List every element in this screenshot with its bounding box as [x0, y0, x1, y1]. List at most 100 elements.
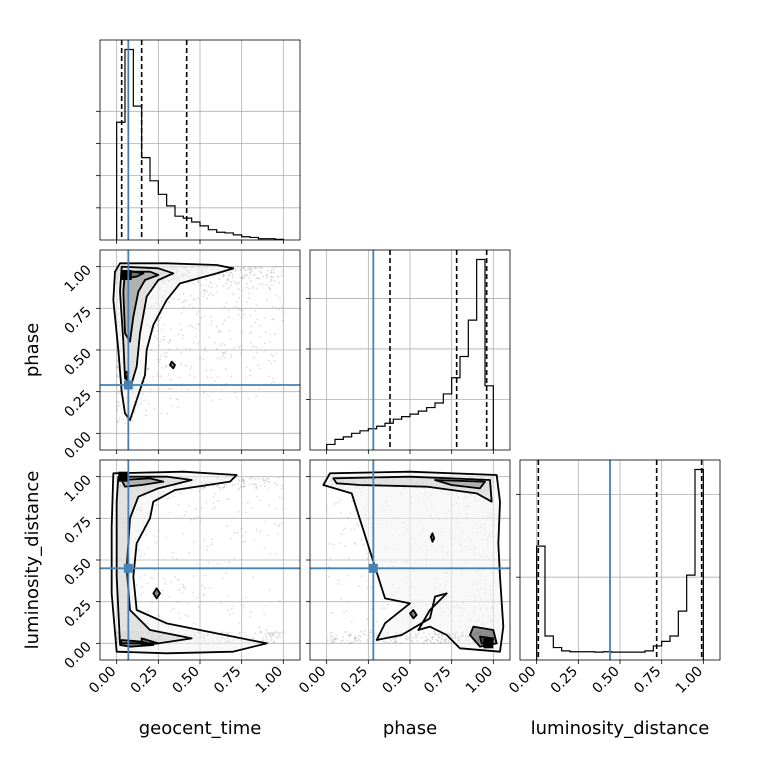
sample-point — [222, 275, 225, 277]
sample-point — [176, 578, 179, 581]
sample-point — [194, 298, 196, 300]
sample-point — [140, 402, 143, 405]
sample-point — [168, 596, 170, 598]
sample-point — [227, 279, 229, 281]
sample-point — [159, 340, 161, 343]
sample-point — [349, 642, 352, 645]
sample-point — [230, 608, 233, 611]
sample-point — [259, 530, 262, 533]
sample-point — [334, 638, 337, 641]
sample-point — [237, 288, 240, 291]
sample-point — [330, 635, 333, 638]
sample-point — [136, 584, 138, 586]
density-peak — [121, 270, 132, 280]
sample-point — [355, 639, 358, 642]
sample-point — [169, 378, 172, 381]
sample-point — [337, 501, 339, 504]
sample-point — [266, 477, 268, 480]
x-tick-label: 0.00 — [506, 664, 539, 697]
sample-point — [266, 299, 268, 301]
sample-point — [360, 539, 363, 541]
sample-point — [225, 631, 228, 634]
sample-point — [206, 376, 209, 379]
sample-point — [170, 405, 173, 408]
sample-point — [230, 537, 232, 540]
x-tick-label: 1.00 — [673, 664, 706, 697]
sample-point — [238, 632, 240, 635]
sample-point — [158, 344, 161, 347]
sample-point — [171, 556, 174, 559]
sample-point — [203, 314, 206, 317]
sample-point — [275, 293, 278, 296]
sample-point — [244, 483, 246, 486]
sample-point — [237, 488, 240, 491]
sample-point — [250, 611, 252, 614]
sample-point — [234, 391, 237, 394]
sample-point — [384, 641, 387, 644]
sample-point — [333, 638, 336, 641]
sample-point — [198, 490, 201, 493]
sample-point — [255, 528, 258, 531]
sample-point — [268, 481, 270, 484]
sample-point — [265, 628, 268, 631]
sample-point — [263, 479, 266, 482]
sample-point — [198, 516, 201, 518]
sample-point — [441, 634, 443, 637]
sample-point — [160, 328, 163, 331]
sample-point — [197, 279, 199, 282]
sample-point — [225, 301, 228, 304]
sample-point — [157, 530, 160, 532]
sample-point — [222, 275, 224, 277]
sample-point — [274, 265, 277, 268]
sample-point — [422, 631, 425, 634]
sample-point — [212, 294, 215, 297]
sample-point — [165, 537, 168, 539]
sample-point — [168, 387, 170, 390]
sample-point — [252, 274, 255, 277]
sample-point — [211, 399, 214, 402]
sample-point — [259, 631, 262, 634]
sample-point — [157, 375, 160, 378]
sample-point — [155, 541, 158, 544]
sample-point — [259, 630, 262, 633]
contour-line — [479, 635, 495, 646]
sample-point — [275, 352, 278, 355]
sample-point — [365, 552, 368, 555]
sample-point — [280, 522, 283, 525]
sample-point — [341, 529, 344, 532]
sample-point — [215, 485, 218, 488]
sample-point — [268, 286, 271, 289]
sample-point — [438, 636, 441, 638]
sample-point — [260, 271, 263, 274]
sample-point — [253, 267, 256, 270]
sample-point — [226, 632, 229, 635]
sample-point — [277, 476, 280, 479]
sample-point — [242, 480, 245, 483]
sample-point — [154, 335, 156, 338]
sample-point — [276, 483, 279, 486]
sample-point — [222, 486, 225, 489]
sample-point — [411, 641, 414, 644]
sample-point — [138, 549, 141, 552]
sample-point — [249, 268, 251, 271]
contour-line — [434, 479, 486, 490]
sample-point — [224, 350, 227, 353]
sample-point — [343, 631, 346, 633]
sample-point — [382, 640, 385, 643]
sample-point — [204, 587, 206, 590]
sample-point — [155, 504, 158, 507]
sample-point — [250, 331, 252, 333]
sample-point — [244, 635, 247, 637]
sample-point — [262, 636, 265, 639]
sample-point — [211, 538, 213, 540]
sample-point — [269, 280, 272, 283]
sample-point — [210, 292, 213, 295]
sample-point — [415, 636, 418, 639]
sample-point — [399, 636, 401, 639]
sample-point — [157, 614, 160, 616]
sample-point — [264, 317, 267, 319]
sample-point — [182, 292, 185, 295]
sample-point — [117, 405, 119, 408]
sample-point — [232, 293, 235, 295]
